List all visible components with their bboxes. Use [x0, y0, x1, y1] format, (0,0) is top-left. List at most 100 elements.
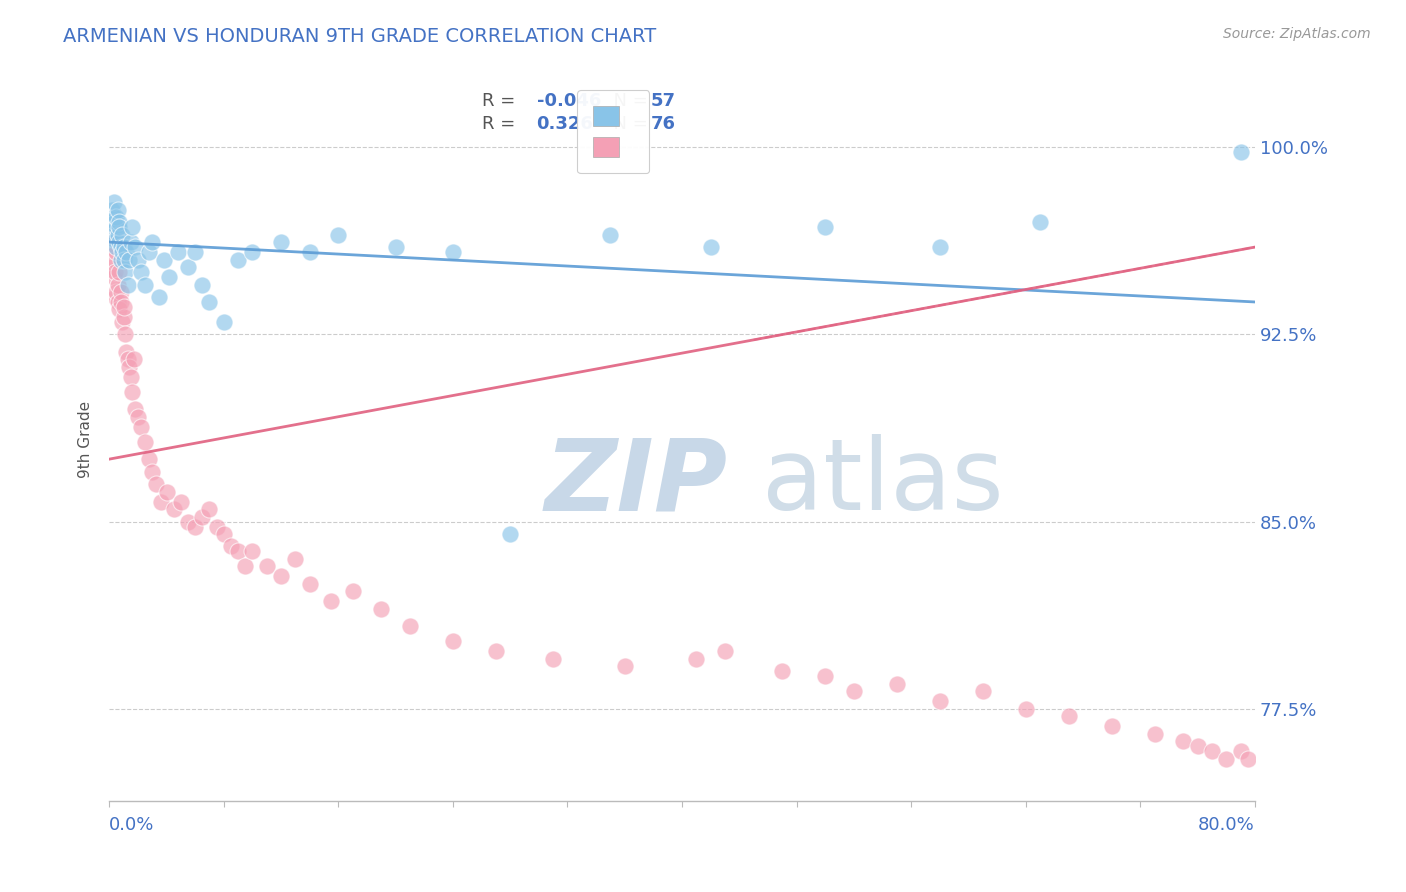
Point	[972, 684, 994, 698]
Point	[129, 419, 152, 434]
Point	[108, 265, 131, 279]
Point	[118, 252, 141, 267]
Legend: , : ,	[578, 90, 650, 173]
Text: ARMENIAN VS HONDURAN 9TH GRADE CORRELATION CHART: ARMENIAN VS HONDURAN 9TH GRADE CORRELATI…	[63, 27, 657, 45]
Text: 0.326: 0.326	[537, 115, 593, 134]
Point	[205, 519, 228, 533]
Point	[198, 502, 221, 516]
Point	[699, 240, 721, 254]
Point	[141, 465, 163, 479]
Point	[1143, 726, 1166, 740]
Point	[441, 634, 464, 648]
Point	[219, 540, 242, 554]
Point	[110, 285, 132, 299]
Point	[104, 233, 127, 247]
Point	[100, 227, 122, 242]
Point	[485, 644, 508, 658]
Point	[112, 240, 135, 254]
Point	[198, 295, 221, 310]
Text: 0.0%: 0.0%	[110, 816, 155, 834]
Point	[111, 227, 134, 242]
Point	[399, 619, 422, 633]
Point	[284, 552, 307, 566]
Point	[1101, 719, 1123, 733]
Point	[814, 669, 837, 683]
Point	[114, 265, 136, 279]
Point	[110, 252, 132, 267]
Point	[105, 210, 128, 224]
Point	[157, 270, 180, 285]
Point	[1215, 751, 1237, 765]
Point	[105, 240, 128, 254]
Point	[105, 285, 128, 299]
Point	[613, 659, 636, 673]
Text: 57: 57	[651, 92, 676, 111]
Point	[108, 215, 131, 229]
Point	[177, 260, 200, 274]
Point	[114, 327, 136, 342]
Point	[111, 245, 134, 260]
Point	[191, 277, 214, 292]
Point	[103, 210, 125, 224]
Point	[212, 527, 235, 541]
Point	[138, 452, 160, 467]
Point	[103, 252, 125, 267]
Point	[120, 235, 142, 249]
Point	[124, 240, 146, 254]
Point	[121, 220, 143, 235]
Point	[117, 277, 139, 292]
Point	[105, 245, 128, 260]
Point	[155, 484, 177, 499]
Point	[270, 235, 292, 249]
Point	[108, 235, 131, 249]
Point	[1015, 701, 1038, 715]
Point	[101, 260, 124, 274]
Point	[104, 265, 127, 279]
Point	[233, 559, 256, 574]
Point	[599, 227, 621, 242]
Point	[112, 310, 135, 324]
Point	[101, 202, 124, 217]
Point	[298, 245, 321, 260]
Point	[499, 527, 522, 541]
Point	[110, 295, 132, 310]
Point	[107, 202, 129, 217]
Point	[342, 584, 364, 599]
Point	[1229, 744, 1251, 758]
Point	[107, 277, 129, 292]
Point	[108, 302, 131, 317]
Point	[328, 227, 350, 242]
Point	[370, 602, 392, 616]
Point	[163, 502, 186, 516]
Y-axis label: 9th Grade: 9th Grade	[79, 401, 93, 478]
Text: N =: N =	[602, 92, 654, 111]
Point	[107, 227, 129, 242]
Point	[115, 344, 138, 359]
Point	[101, 240, 124, 254]
Point	[129, 265, 152, 279]
Text: 76: 76	[651, 115, 676, 134]
Point	[256, 559, 278, 574]
Point	[148, 290, 170, 304]
Point	[298, 577, 321, 591]
Text: 80.0%: 80.0%	[1198, 816, 1256, 834]
Point	[928, 694, 950, 708]
Point	[1236, 751, 1258, 765]
Point	[1057, 709, 1080, 723]
Point	[138, 245, 160, 260]
Point	[152, 252, 174, 267]
Text: atlas: atlas	[762, 434, 1004, 531]
Point	[191, 509, 214, 524]
Text: Source: ZipAtlas.com: Source: ZipAtlas.com	[1223, 27, 1371, 41]
Point	[145, 477, 167, 491]
Point	[184, 245, 207, 260]
Point	[108, 220, 131, 235]
Text: R =: R =	[482, 115, 520, 134]
Point	[886, 676, 908, 690]
Point	[141, 235, 163, 249]
Point	[928, 240, 950, 254]
Point	[117, 352, 139, 367]
Point	[110, 240, 132, 254]
Point	[1173, 734, 1195, 748]
Point	[384, 240, 406, 254]
